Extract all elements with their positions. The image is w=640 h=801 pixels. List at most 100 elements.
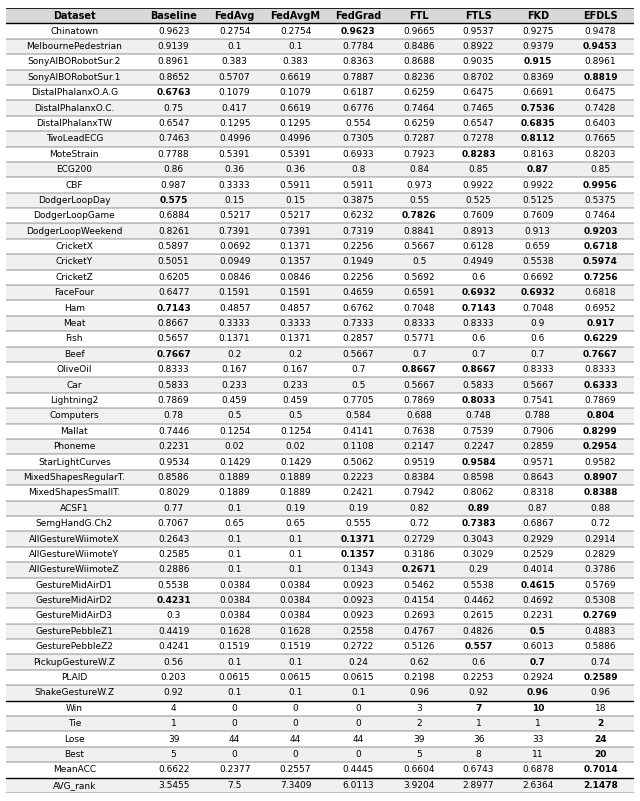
Text: GesturePebbleZ1: GesturePebbleZ1: [35, 627, 113, 636]
Text: 0.4996: 0.4996: [280, 135, 311, 143]
Text: 39: 39: [168, 735, 179, 743]
Text: 0.0846: 0.0846: [280, 273, 311, 282]
Text: 0.8333: 0.8333: [585, 365, 616, 374]
Text: 0.7048: 0.7048: [404, 304, 435, 312]
Text: 0.0615: 0.0615: [342, 673, 374, 682]
Text: 0.7788: 0.7788: [158, 150, 189, 159]
Text: 0.7906: 0.7906: [522, 427, 554, 436]
Text: 0.6013: 0.6013: [522, 642, 554, 651]
Text: 0.15: 0.15: [285, 196, 306, 205]
Text: 0.6403: 0.6403: [585, 119, 616, 128]
Text: DistalPhalanxO.A.G: DistalPhalanxO.A.G: [31, 88, 118, 97]
Text: 0.1079: 0.1079: [219, 88, 250, 97]
Bar: [6, 516, 634, 531]
Text: 0.4692: 0.4692: [522, 596, 554, 605]
Text: 0.8961: 0.8961: [158, 58, 189, 66]
Text: 0.2558: 0.2558: [342, 627, 374, 636]
Text: 0.65: 0.65: [225, 519, 244, 528]
Bar: [6, 223, 634, 239]
Text: Chinatown: Chinatown: [51, 26, 99, 35]
Text: 0.1295: 0.1295: [219, 119, 250, 128]
Text: 0.1079: 0.1079: [280, 88, 312, 97]
Text: 0.8667: 0.8667: [461, 365, 496, 374]
Text: 7.5: 7.5: [227, 781, 242, 790]
Bar: [6, 85, 634, 100]
Text: 2.8977: 2.8977: [463, 781, 494, 790]
Text: DodgerLoopGame: DodgerLoopGame: [33, 211, 115, 220]
Bar: [6, 100, 634, 116]
Text: 0.1: 0.1: [289, 688, 303, 698]
Text: 0.6619: 0.6619: [280, 103, 312, 113]
Text: 0.1: 0.1: [289, 534, 303, 544]
Text: 0.1949: 0.1949: [342, 257, 374, 267]
Text: 0.6622: 0.6622: [158, 766, 189, 775]
Text: 0.86: 0.86: [164, 165, 184, 174]
Text: 0.9922: 0.9922: [463, 180, 494, 190]
Text: 0.383: 0.383: [221, 58, 248, 66]
Text: 0.5538: 0.5538: [522, 257, 554, 267]
Text: MeanACC: MeanACC: [52, 766, 96, 775]
Text: 0.167: 0.167: [221, 365, 248, 374]
Text: 0.8283: 0.8283: [461, 150, 496, 159]
Text: 0.8688: 0.8688: [403, 58, 435, 66]
Text: 0.788: 0.788: [525, 412, 550, 421]
Text: MixedShapesSmallT.: MixedShapesSmallT.: [28, 489, 120, 497]
Text: 0.2231: 0.2231: [522, 611, 554, 621]
Text: SemgHandG.Ch2: SemgHandG.Ch2: [36, 519, 113, 528]
Bar: [6, 316, 634, 332]
Text: 0.8652: 0.8652: [158, 73, 189, 82]
Text: 0.8667: 0.8667: [402, 365, 436, 374]
Text: 0.7869: 0.7869: [585, 396, 616, 405]
Text: 0: 0: [355, 704, 361, 713]
Text: 0.6547: 0.6547: [158, 119, 189, 128]
Text: 0.6475: 0.6475: [585, 88, 616, 97]
Text: Dataset: Dataset: [53, 10, 95, 21]
Text: 0.4615: 0.4615: [520, 581, 555, 590]
Text: 0.6835: 0.6835: [520, 119, 555, 128]
Text: 0.3333: 0.3333: [219, 180, 250, 190]
Text: 0.19: 0.19: [285, 504, 306, 513]
Text: 0.1343: 0.1343: [342, 566, 374, 574]
Text: 0.7287: 0.7287: [404, 135, 435, 143]
Text: Car: Car: [67, 380, 82, 389]
Text: 0.9534: 0.9534: [158, 457, 189, 466]
Text: 0.6: 0.6: [471, 273, 486, 282]
Bar: [6, 377, 634, 392]
Text: 0.2671: 0.2671: [402, 566, 436, 574]
Text: 36: 36: [473, 735, 484, 743]
Text: 0.6776: 0.6776: [342, 103, 374, 113]
Text: 0.6333: 0.6333: [583, 380, 618, 389]
Text: 0.459: 0.459: [283, 396, 308, 405]
Text: 0.4014: 0.4014: [522, 566, 554, 574]
Text: 0.1: 0.1: [227, 688, 242, 698]
Text: 0.167: 0.167: [283, 365, 308, 374]
Text: 0.87: 0.87: [528, 504, 548, 513]
Text: 0.0615: 0.0615: [280, 673, 312, 682]
Text: 0.2829: 0.2829: [585, 550, 616, 559]
Text: 0.96: 0.96: [591, 688, 611, 698]
Text: AllGestureWiimoteZ: AllGestureWiimoteZ: [29, 566, 120, 574]
Text: 0.9139: 0.9139: [158, 42, 189, 51]
Text: 0.0384: 0.0384: [219, 611, 250, 621]
Text: 0.5217: 0.5217: [280, 211, 311, 220]
Text: 0.7667: 0.7667: [583, 350, 618, 359]
Text: 0.6259: 0.6259: [404, 88, 435, 97]
Text: 0.2859: 0.2859: [522, 442, 554, 451]
Text: 0.987: 0.987: [161, 180, 187, 190]
Text: 0.87: 0.87: [527, 165, 549, 174]
Text: 0.6229: 0.6229: [583, 335, 618, 344]
Text: 0.7391: 0.7391: [219, 227, 250, 235]
Text: GestureMidAirD1: GestureMidAirD1: [36, 581, 113, 590]
Text: 0.233: 0.233: [283, 380, 308, 389]
Text: CBF: CBF: [65, 180, 83, 190]
Bar: [6, 716, 634, 731]
Text: 7.3409: 7.3409: [280, 781, 311, 790]
Bar: [6, 454, 634, 469]
Text: 0.7942: 0.7942: [404, 489, 435, 497]
Text: 0.7: 0.7: [351, 365, 365, 374]
Text: 0.1: 0.1: [227, 504, 242, 513]
Text: 0.1357: 0.1357: [280, 257, 312, 267]
Text: 0.9582: 0.9582: [585, 457, 616, 466]
Text: 0.5062: 0.5062: [342, 457, 374, 466]
Text: 0.2247: 0.2247: [463, 442, 494, 451]
